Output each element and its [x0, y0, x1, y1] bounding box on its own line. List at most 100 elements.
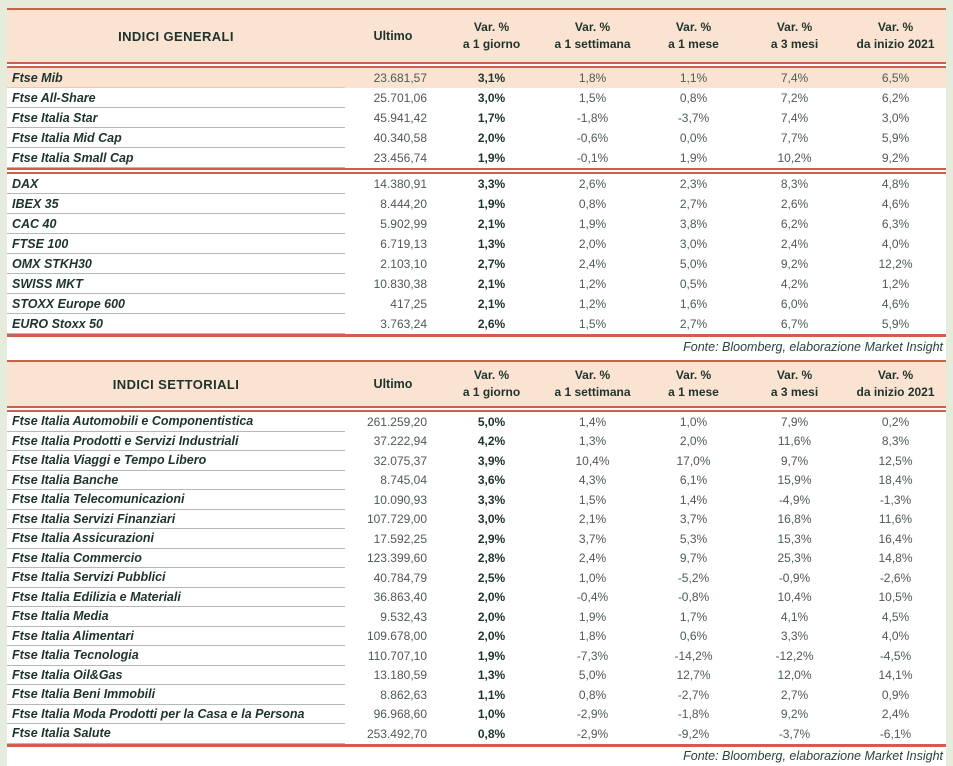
index-name: CAC 40	[7, 214, 345, 234]
var-1m-value: 1,9%	[679, 151, 708, 165]
var-1s-value: 3,7%	[578, 531, 607, 546]
var-1s-value: 2,0%	[578, 237, 607, 251]
column-header-var-1m: Var. % a 1 mese	[643, 19, 744, 53]
table-row: Ftse Italia Tecnologia 110.707,10 1,9% -7,3…	[7, 646, 946, 666]
var-1g-value: 2,9%	[477, 531, 506, 546]
table-row: SWISS MKT 10.830,38 2,1% 1,2% 0,5% 4,2% 1,2%	[7, 274, 946, 294]
ultimo-value: 32.075,37	[373, 453, 427, 468]
var-ytd-value: -4,5%	[879, 648, 912, 663]
index-name: Ftse Italia Automobili e Componentistica	[7, 412, 345, 432]
column-header-var-1s: Var. % a 1 settimana	[542, 19, 643, 53]
var-ytd-value: 10,5%	[878, 590, 913, 605]
var-label: Var. %	[675, 368, 712, 382]
var-1m-value: -14,2%	[674, 648, 713, 663]
var-1s-value: 5,0%	[578, 668, 607, 683]
ultimo-value: 13.180,59	[373, 668, 427, 683]
var-ytd-value: 18,4%	[878, 473, 913, 488]
var-1g-value: 2,0%	[477, 590, 506, 605]
table-row: Ftse Italia Mid Cap 40.340,58 2,0% -0,6% 0,0…	[7, 128, 946, 148]
var-1g-value: 3,1%	[477, 71, 506, 85]
var-sublabel: a 3 mesi	[770, 37, 819, 51]
var-1g-value: 2,6%	[477, 317, 506, 331]
var-3m-value: 4,1%	[780, 609, 809, 624]
var-sublabel: a 1 settimana	[554, 37, 631, 51]
var-3m-value: 6,0%	[780, 297, 809, 311]
table-row: Ftse Italia Small Cap 23.456,74 1,9% -0,1% 1…	[7, 148, 946, 168]
table-row: Ftse Italia Servizi Pubblici 40.784,79 2,5…	[7, 568, 946, 588]
var-ytd-value: 3,0%	[881, 111, 910, 125]
var-1g-value: 1,9%	[477, 197, 506, 211]
table-row: Ftse Italia Assicurazioni 17.592,25 2,9% 3,…	[7, 529, 946, 549]
var-1s-value: 0,8%	[578, 687, 607, 702]
var-1m-value: -0,8%	[677, 590, 710, 605]
table-row: Ftse Italia Commercio 123.399,60 2,8% 2,4% 9…	[7, 548, 946, 568]
var-1s-value: 2,4%	[578, 257, 607, 271]
var-1m-value: 1,6%	[679, 297, 708, 311]
var-3m-value: -4,9%	[778, 492, 811, 507]
table-indici-generali: INDICI GENERALI Ultimo Var. % a 1 giorno…	[7, 8, 946, 356]
index-name: Ftse Italia Banche	[7, 471, 345, 490]
var-1m-value: -9,2%	[677, 726, 710, 741]
table-row: Ftse Italia Banche 8.745,04 3,6% 4,3% 6,1% 15…	[7, 470, 946, 490]
var-3m-value: 7,7%	[780, 131, 809, 145]
var-3m-value: 3,3%	[780, 629, 809, 644]
table-row: EURO Stoxx 50 3.763,24 2,6% 1,5% 2,7% 6,7% 5,9…	[7, 314, 946, 334]
table-row: Ftse Italia Edilizia e Materiali 36.863,4…	[7, 587, 946, 607]
var-ytd-value: 4,6%	[881, 197, 910, 211]
ultimo-value: 2.103,10	[380, 257, 427, 271]
table-row: Ftse Italia Telecomunicazioni 10.090,93 3,…	[7, 490, 946, 510]
var-sublabel: a 1 giorno	[462, 37, 521, 51]
ultimo-value: 37.222,94	[373, 434, 427, 449]
var-1g-value: 3,3%	[477, 492, 506, 507]
index-name: Ftse Mib	[7, 68, 345, 88]
var-1m-value: -1,8%	[677, 707, 710, 722]
table-body: Ftse Mib 23.681,57 3,1% 1,8% 1,1% 7,4% 6,5% Fts…	[7, 68, 946, 334]
var-1m-value: 9,7%	[679, 551, 708, 566]
var-sublabel: a 1 mese	[668, 37, 719, 51]
index-name: Ftse All-Share	[7, 88, 345, 108]
var-1m-value: -5,2%	[677, 570, 710, 585]
var-3m-value: 7,4%	[780, 71, 809, 85]
var-sublabel: a 3 mesi	[770, 385, 819, 399]
table-indici-settoriali: INDICI SETTORIALI Ultimo Var. % a 1 gior…	[7, 360, 946, 766]
var-1g-value: 2,0%	[477, 131, 506, 145]
var-1s-value: 2,1%	[578, 512, 607, 527]
var-3m-value: -3,7%	[778, 726, 811, 741]
var-1s-value: 1,5%	[578, 492, 607, 507]
var-1g-value: 2,1%	[477, 297, 506, 311]
var-3m-value: 12,0%	[777, 668, 812, 683]
var-sublabel: da inizio 2021	[856, 37, 935, 51]
var-1s-value: 1,2%	[578, 297, 607, 311]
ultimo-value: 40.784,79	[373, 570, 427, 585]
var-3m-value: 9,2%	[780, 707, 809, 722]
table-row: DAX 14.380,91 3,3% 2,6% 2,3% 8,3% 4,8%	[7, 174, 946, 194]
ultimo-value: 36.863,40	[373, 590, 427, 605]
var-ytd-value: -6,1%	[879, 726, 912, 741]
var-3m-value: 7,2%	[780, 91, 809, 105]
index-name: IBEX 35	[7, 194, 345, 214]
var-label: Var. %	[877, 368, 914, 382]
var-1s-value: 1,3%	[578, 434, 607, 449]
var-1s-value: -0,1%	[576, 151, 609, 165]
var-3m-value: 2,7%	[780, 687, 809, 702]
var-sublabel: a 1 mese	[668, 385, 719, 399]
index-name: Ftse Italia Tecnologia	[7, 646, 345, 666]
var-1g-value: 1,0%	[477, 707, 506, 722]
index-name: SWISS MKT	[7, 274, 345, 294]
var-3m-value: 7,9%	[780, 414, 809, 429]
index-name: FTSE 100	[7, 234, 345, 254]
var-1m-value: 1,0%	[679, 414, 708, 429]
index-name: Ftse Italia Mid Cap	[7, 128, 345, 148]
var-label: Var. %	[574, 20, 611, 34]
ultimo-value: 8.862,63	[380, 687, 427, 702]
var-1g-value: 1,1%	[477, 687, 506, 702]
var-3m-value: 25,3%	[777, 551, 812, 566]
var-1m-value: 0,8%	[679, 91, 708, 105]
var-ytd-value: 1,2%	[881, 277, 910, 291]
var-1m-value: 12,7%	[676, 668, 711, 683]
var-1m-value: -2,7%	[677, 687, 710, 702]
var-1m-value: 3,0%	[679, 237, 708, 251]
var-sublabel: a 1 giorno	[462, 385, 521, 399]
table-bottom-rule	[7, 743, 946, 747]
var-ytd-value: 0,2%	[881, 414, 910, 429]
